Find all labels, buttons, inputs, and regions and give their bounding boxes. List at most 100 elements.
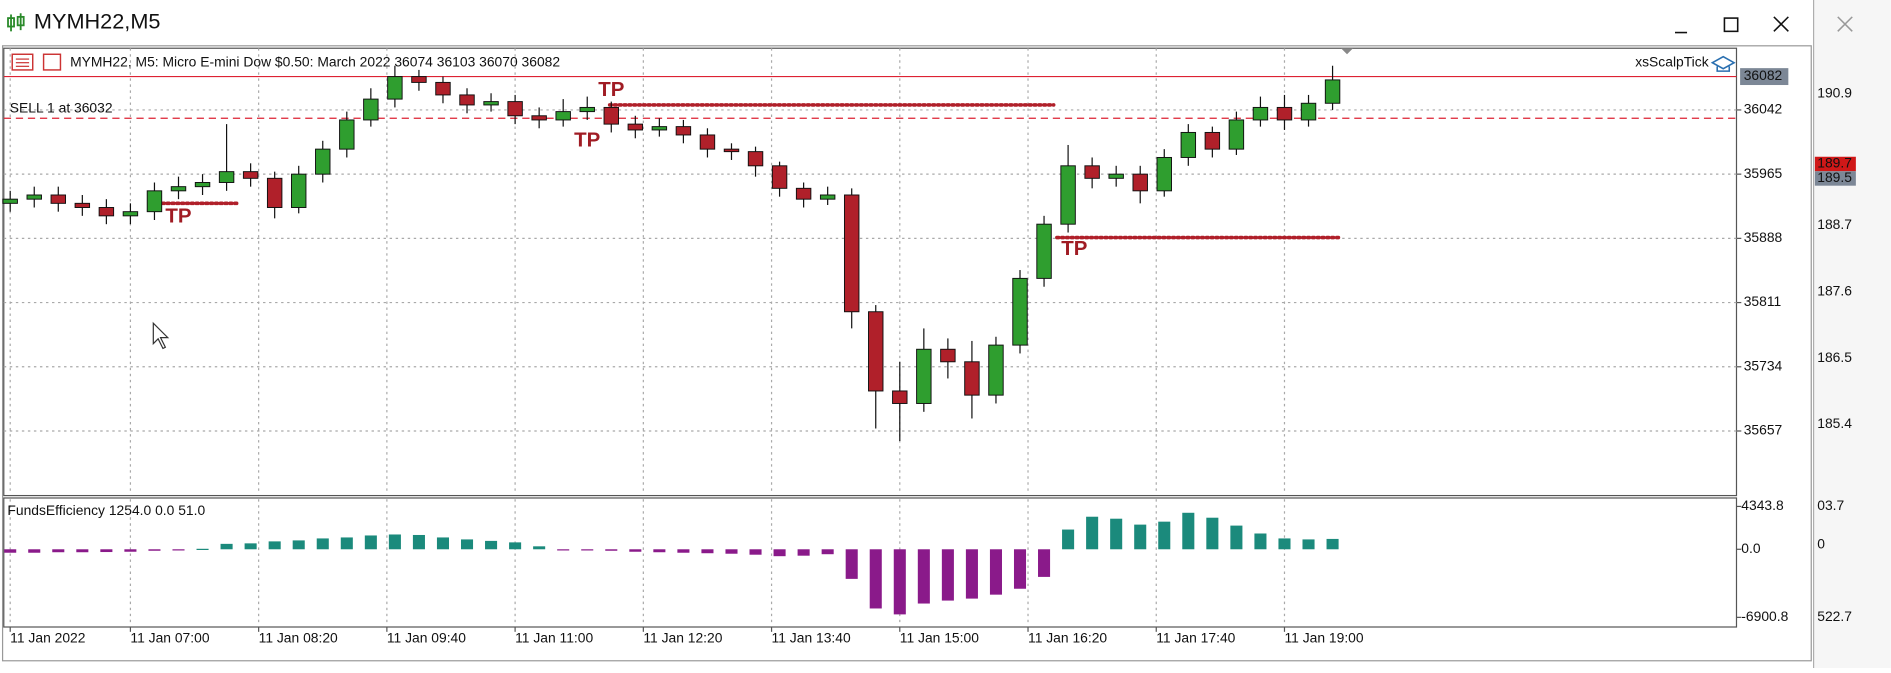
side-label: 522.7 bbox=[1817, 608, 1852, 624]
indicator-bar bbox=[1326, 538, 1339, 550]
current-price-box bbox=[1740, 68, 1789, 86]
candle-body bbox=[146, 190, 163, 213]
x-tick-label: 11 Jan 12:20 bbox=[643, 630, 722, 646]
shift-marker bbox=[1340, 48, 1354, 55]
close-button[interactable] bbox=[1773, 16, 1789, 32]
indicator-bar bbox=[533, 546, 546, 550]
candle-body bbox=[242, 171, 259, 179]
candle-body bbox=[1324, 79, 1341, 104]
candle-body bbox=[315, 148, 331, 175]
indicator-bar bbox=[725, 549, 738, 554]
indicator-bar bbox=[1062, 529, 1075, 550]
main-plot bbox=[3, 47, 1738, 497]
indicator-bar bbox=[557, 549, 570, 551]
candle-body bbox=[699, 134, 716, 150]
y-tick-label: 4343.8 bbox=[1741, 497, 1784, 513]
side-close-button[interactable] bbox=[1837, 16, 1853, 32]
candle-body bbox=[940, 348, 956, 363]
indicator-bar bbox=[893, 549, 906, 615]
indicator-bar bbox=[485, 540, 498, 550]
candle-body bbox=[723, 148, 740, 153]
maximize-button[interactable] bbox=[1723, 17, 1739, 33]
candle-body bbox=[1108, 173, 1124, 179]
chart-header: MYMH22, M5: Micro E-mini Dow $0.50: Marc… bbox=[70, 53, 560, 69]
indicator-bar bbox=[1254, 533, 1267, 550]
candle-body bbox=[916, 348, 932, 404]
x-tick-label: 11 Jan 08:20 bbox=[259, 630, 338, 646]
x-tick-label: 11 Jan 17:40 bbox=[1156, 630, 1235, 646]
indicator-bar bbox=[148, 549, 161, 551]
side-label: 190.9 bbox=[1817, 85, 1852, 101]
candle-body bbox=[988, 344, 1004, 396]
candle-body bbox=[387, 76, 403, 100]
indicator-bar bbox=[28, 549, 41, 553]
candle-body bbox=[122, 211, 139, 217]
x-tick-label: 11 Jan 13:40 bbox=[772, 630, 851, 646]
x-tick-label: 11 Jan 07:00 bbox=[130, 630, 209, 646]
candle-body bbox=[483, 101, 499, 106]
candle-body bbox=[747, 151, 764, 167]
indicator-bar bbox=[52, 549, 65, 553]
candle-body bbox=[507, 101, 523, 117]
indicator-bar bbox=[1302, 539, 1315, 550]
candle-body bbox=[627, 123, 644, 131]
y-tick-label: -6900.8 bbox=[1741, 608, 1788, 624]
indicator-bar bbox=[917, 549, 930, 604]
tp-annotation: TP bbox=[598, 78, 624, 101]
indicator-bar bbox=[653, 549, 666, 553]
indicator-bar bbox=[1013, 549, 1027, 589]
expert-icon bbox=[1710, 55, 1736, 72]
indicator-bar bbox=[1038, 549, 1051, 577]
candle-body bbox=[170, 186, 187, 192]
indicator-bar bbox=[1134, 524, 1147, 550]
indicator-bar bbox=[629, 549, 642, 552]
indicator-bar bbox=[1158, 521, 1171, 550]
indicator-bar bbox=[460, 539, 474, 550]
candle-body bbox=[771, 165, 788, 189]
candle-body bbox=[531, 115, 547, 121]
x-tick-label: 11 Jan 11:00 bbox=[515, 630, 593, 646]
candle-body bbox=[194, 182, 211, 188]
indicator-bar bbox=[605, 549, 618, 551]
indicator-bar bbox=[941, 549, 954, 601]
chart-frame bbox=[1, 45, 1812, 662]
candle-body bbox=[651, 126, 668, 131]
y-tick-label: 35888 bbox=[1744, 229, 1783, 245]
candle-body bbox=[2, 198, 18, 204]
indicator-bar bbox=[292, 540, 305, 550]
indicator-bar bbox=[509, 542, 522, 550]
candle-body bbox=[1180, 131, 1197, 158]
side-price-box bbox=[1814, 171, 1856, 186]
y-tick-label: 35734 bbox=[1744, 357, 1783, 373]
y-tick-label: 35965 bbox=[1744, 165, 1783, 181]
candle-body bbox=[1300, 102, 1317, 121]
side-label: 186.5 bbox=[1817, 349, 1852, 365]
candle-body bbox=[435, 81, 451, 96]
candle-body bbox=[603, 106, 619, 125]
side-label: 0 bbox=[1817, 536, 1825, 552]
candle-body bbox=[868, 311, 884, 392]
indicator-bar bbox=[436, 537, 450, 550]
candle-body bbox=[459, 94, 475, 106]
candle-body bbox=[74, 202, 91, 208]
candle-body bbox=[1036, 223, 1052, 279]
candle-body bbox=[26, 194, 42, 200]
indicator-bar bbox=[172, 549, 185, 551]
indicator-bar bbox=[701, 549, 714, 554]
side-label: 188.7 bbox=[1817, 216, 1852, 232]
indicator-bar bbox=[268, 541, 281, 550]
window-icon bbox=[7, 13, 25, 32]
candle-body bbox=[1132, 173, 1148, 192]
side-price-label: 189.7 bbox=[1817, 155, 1852, 171]
indicator-bar bbox=[1230, 525, 1243, 550]
candle-body bbox=[819, 194, 836, 200]
candle-body bbox=[675, 126, 692, 136]
candle-body bbox=[411, 76, 427, 83]
indicator-bar bbox=[76, 549, 89, 553]
x-tick-label: 11 Jan 2022 bbox=[10, 630, 86, 646]
sell-label: SELL 1 at 36032 bbox=[10, 99, 113, 115]
candle-body bbox=[1252, 106, 1269, 121]
candle-body bbox=[1060, 165, 1076, 225]
indicator-bar bbox=[581, 549, 594, 551]
mouse-cursor bbox=[152, 321, 170, 350]
